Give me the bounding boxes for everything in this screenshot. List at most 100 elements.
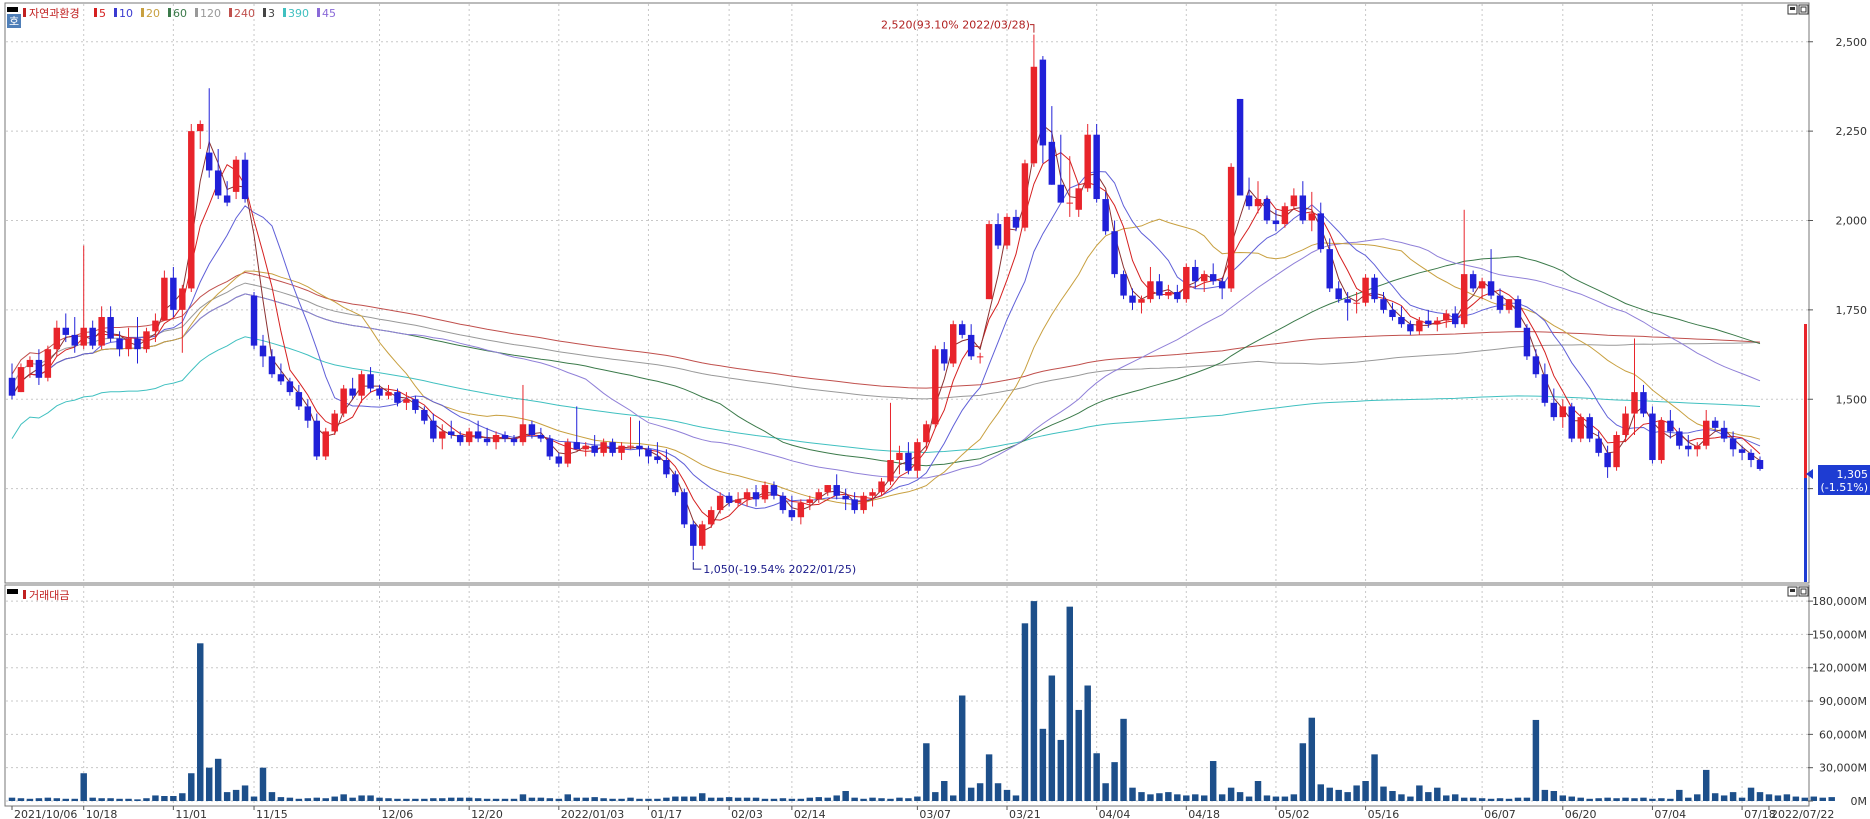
volume-bar xyxy=(716,797,724,801)
candle-body xyxy=(1344,299,1351,303)
legend-item-label[interactable]: 3 xyxy=(268,7,275,20)
volume-bar xyxy=(268,792,276,801)
volume-tick-label: 120,000M xyxy=(1812,662,1867,675)
volume-bar xyxy=(1810,796,1818,801)
volume-bar xyxy=(1622,797,1629,801)
candle-body xyxy=(179,288,186,310)
volume-bar xyxy=(1640,797,1647,801)
candle-body xyxy=(223,195,231,203)
candle-body xyxy=(1478,281,1486,289)
legend-item-label[interactable]: 120 xyxy=(200,7,221,20)
volume-bar xyxy=(1729,792,1737,801)
maximize-icon[interactable] xyxy=(1798,586,1809,597)
volume-bar xyxy=(1756,792,1764,801)
candle-body xyxy=(950,324,957,364)
candle-body xyxy=(1676,431,1683,446)
candle-body xyxy=(985,224,993,300)
volume-bar xyxy=(286,797,294,801)
candle-body xyxy=(1039,59,1047,146)
volume-bar xyxy=(1066,606,1073,801)
legend-item-label[interactable]: 60 xyxy=(173,7,187,20)
corner-badge[interactable]: 호 xyxy=(7,14,21,28)
legend-item-label[interactable]: 20 xyxy=(146,7,160,20)
volume-bar xyxy=(976,783,984,801)
volume-panel-frame xyxy=(4,584,1810,807)
price-range-bar-up xyxy=(1804,324,1807,582)
volume-bar xyxy=(1667,798,1674,801)
max-price-label: 2,520(93.10% 2022/03/28) xyxy=(881,19,1030,32)
volume-bar xyxy=(1254,781,1262,801)
volume-bar xyxy=(869,797,876,801)
candle-body xyxy=(340,388,347,414)
volume-bar xyxy=(582,797,589,801)
price-pointer-icon xyxy=(1806,469,1813,479)
volume-bars xyxy=(8,601,1835,801)
volume-bar xyxy=(941,781,948,801)
volume-bar xyxy=(1057,739,1065,801)
candle-body xyxy=(1514,299,1522,328)
panel-toggle-icon[interactable] xyxy=(7,7,18,12)
candle-body xyxy=(1434,320,1441,325)
candle-body xyxy=(1407,324,1414,332)
max-price-annotation: 2,520(93.10% 2022/03/28) xyxy=(881,19,1035,33)
volume-bar xyxy=(1192,794,1199,801)
volume-bar xyxy=(1550,791,1558,801)
candle-body xyxy=(331,413,338,432)
volume-bar xyxy=(1147,794,1154,801)
volume-bar xyxy=(1451,794,1459,801)
candle-body xyxy=(1604,452,1611,468)
candle-body xyxy=(1595,438,1602,453)
volume-bar xyxy=(170,796,177,801)
grid-lines xyxy=(6,4,1808,805)
candle-body xyxy=(734,499,742,503)
price-panel-window-buttons[interactable] xyxy=(1787,4,1809,15)
volume-bar xyxy=(1783,794,1791,801)
volume-panel-window-buttons[interactable] xyxy=(1787,586,1809,597)
legend-item-label[interactable]: 10 xyxy=(119,7,133,20)
volume-bar xyxy=(1685,797,1692,801)
candle-body xyxy=(1613,435,1620,468)
x-tick-label: 01/17 xyxy=(650,808,682,819)
volume-bar xyxy=(1344,792,1351,801)
volume-bar xyxy=(1604,797,1611,801)
candle-body xyxy=(967,334,975,357)
candle-body xyxy=(1425,320,1432,325)
volume-bar xyxy=(259,767,267,801)
min-price-annotation: 1,050(-19.54% 2022/01/25) xyxy=(692,562,856,576)
volume-bar xyxy=(1649,798,1656,801)
candle-body xyxy=(1738,449,1746,453)
candle-body xyxy=(824,485,831,493)
candle-body xyxy=(573,442,580,450)
candle-body xyxy=(770,485,778,496)
x-tick-label: 02/14 xyxy=(794,808,826,819)
volume-bar xyxy=(197,643,204,801)
candle-body xyxy=(1057,184,1065,203)
volume-legend-label[interactable]: 거래대금 xyxy=(29,589,69,602)
legend-item-label[interactable]: 390 xyxy=(288,7,309,20)
volume-bar xyxy=(313,797,321,801)
candle-body xyxy=(1371,277,1378,300)
volume-bar xyxy=(1084,685,1091,801)
volume-bar xyxy=(1317,784,1324,801)
volume-bar xyxy=(546,798,554,801)
maximize-icon[interactable] xyxy=(1798,4,1809,15)
candle-body xyxy=(1523,327,1531,357)
volume-bar xyxy=(421,798,428,801)
price-tick-label: 1,750 xyxy=(1836,304,1868,317)
legend-stock-name[interactable]: 자연과환경 xyxy=(29,7,80,20)
legend-item-label[interactable]: 5 xyxy=(99,7,106,20)
volume-bar xyxy=(35,798,43,801)
panel-toggle-icon[interactable] xyxy=(7,589,18,594)
maximize-icon-glyph xyxy=(1800,588,1807,595)
volume-bar xyxy=(89,797,96,801)
candle-body xyxy=(663,460,670,475)
legend-item-label[interactable]: 45 xyxy=(322,7,336,20)
candle-body xyxy=(17,367,25,393)
legend-item-label[interactable]: 240 xyxy=(234,7,255,20)
volume-legend: 거래대금 xyxy=(7,589,69,602)
ma-240-line xyxy=(11,271,1761,389)
volume-bar xyxy=(770,798,778,801)
candle-body xyxy=(1165,292,1172,296)
x-tick-label: 2022/07/22 xyxy=(1771,808,1834,819)
volume-bar xyxy=(1496,798,1504,801)
